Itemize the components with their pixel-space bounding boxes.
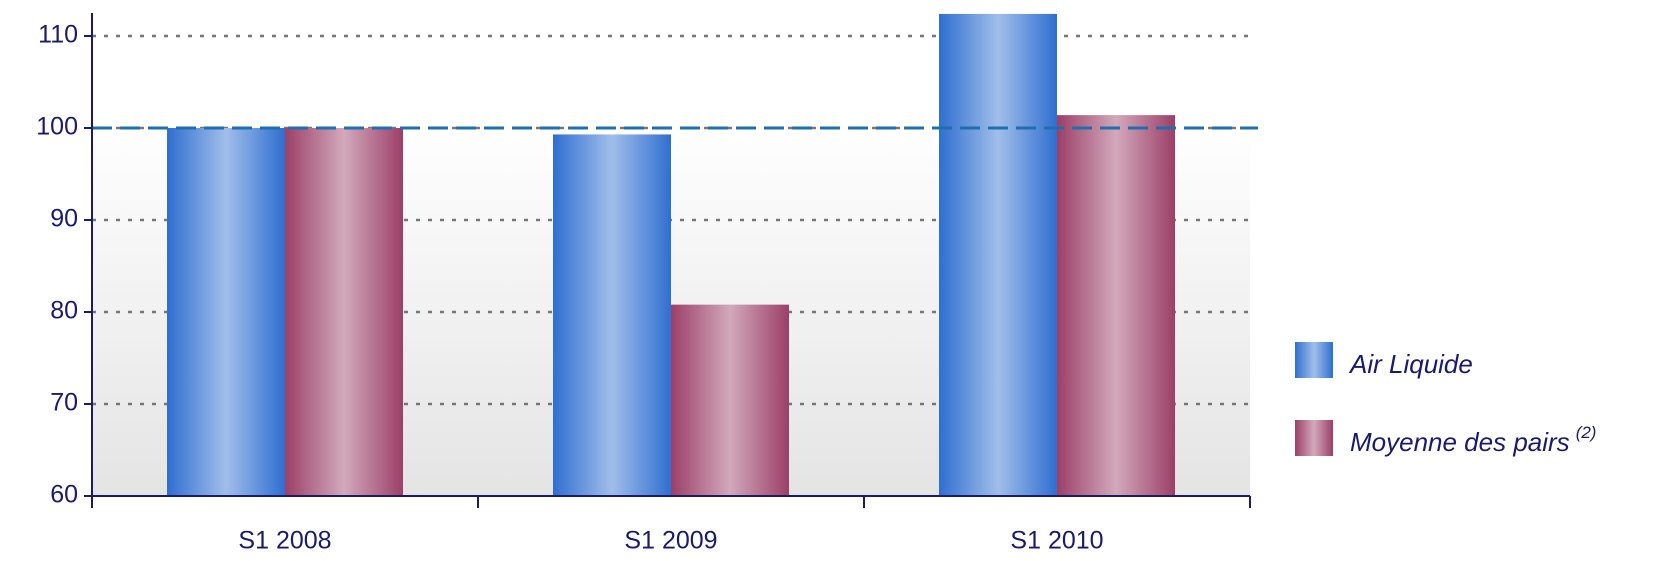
bar [671,304,789,496]
legend-label: Moyenne des pairs (2) [1350,423,1596,456]
y-tick-label: 70 [50,389,78,417]
bar [1057,115,1175,497]
bar [553,134,671,496]
y-tick-label: 90 [50,205,78,233]
legend-swatch [1295,342,1333,378]
y-tick-label: 80 [50,297,78,325]
bar [285,128,403,496]
legend-label: Air Liquide [1348,349,1473,379]
x-tick-label: S1 2010 [1010,527,1103,555]
legend-note: (2) [1576,423,1597,442]
legend-swatch [1295,420,1333,456]
x-tick-label: S1 2009 [624,527,717,555]
bar [939,13,1057,496]
bar [167,128,285,496]
y-tick-label: 100 [36,113,78,141]
y-tick-label: 60 [50,481,78,509]
x-tick-label: S1 2008 [238,527,331,555]
y-tick-label: 110 [38,21,78,49]
